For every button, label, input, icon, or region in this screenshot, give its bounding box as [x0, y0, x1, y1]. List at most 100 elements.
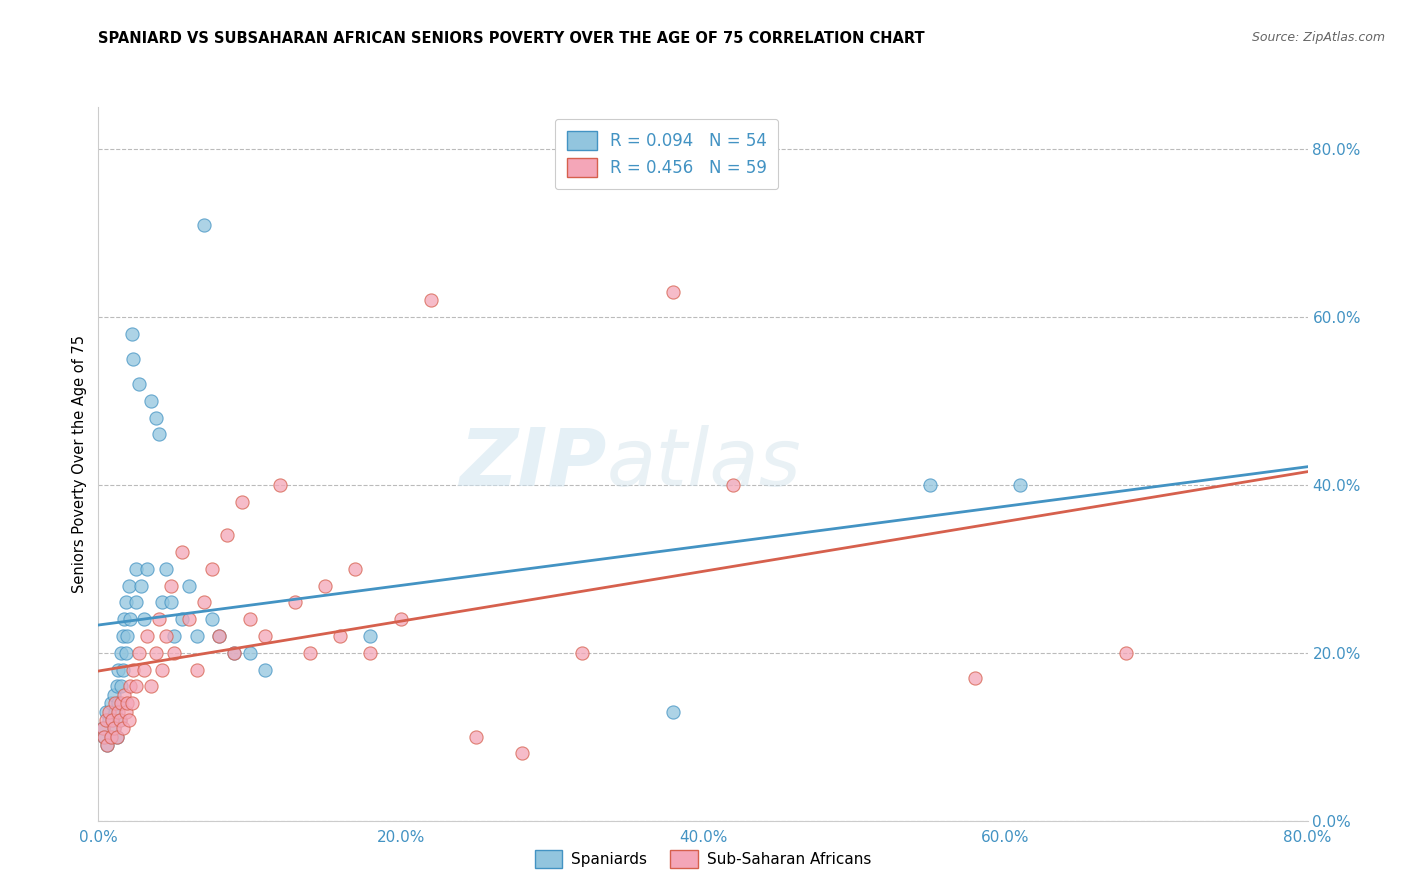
- Point: [111, 721, 134, 735]
- Point: [141, 679, 163, 693]
- Point: [103, 721, 125, 735]
- Point: [179, 578, 201, 592]
- Point: [186, 629, 208, 643]
- Point: [160, 578, 183, 592]
- Point: [344, 562, 367, 576]
- Point: [125, 679, 148, 693]
- Point: [201, 562, 224, 576]
- Point: [125, 595, 148, 609]
- Point: [465, 730, 488, 744]
- Point: [360, 646, 382, 660]
- Point: [122, 663, 145, 677]
- Point: [314, 578, 336, 592]
- Point: [141, 393, 163, 408]
- Point: [114, 595, 136, 609]
- Point: [112, 688, 135, 702]
- Point: [965, 671, 987, 685]
- Point: [118, 578, 141, 592]
- Point: [239, 612, 262, 626]
- Point: [571, 646, 593, 660]
- Point: [170, 612, 193, 626]
- Point: [239, 646, 262, 660]
- Point: [269, 478, 291, 492]
- Point: [105, 679, 128, 693]
- Point: [150, 663, 173, 677]
- Point: [107, 663, 129, 677]
- Point: [179, 612, 201, 626]
- Point: [193, 218, 215, 232]
- Point: [1115, 646, 1137, 660]
- Point: [98, 705, 121, 719]
- Point: [104, 705, 127, 719]
- Legend: R = 0.094   N = 54, R = 0.456   N = 59: R = 0.094 N = 54, R = 0.456 N = 59: [555, 119, 779, 189]
- Point: [114, 705, 136, 719]
- Point: [360, 629, 382, 643]
- Point: [94, 705, 117, 719]
- Point: [121, 696, 143, 710]
- Point: [115, 696, 138, 710]
- Point: [170, 545, 193, 559]
- Point: [150, 595, 173, 609]
- Point: [510, 747, 533, 761]
- Point: [129, 578, 152, 592]
- Point: [110, 646, 132, 660]
- Legend: Spaniards, Sub-Saharan Africans: Spaniards, Sub-Saharan Africans: [527, 843, 879, 875]
- Point: [101, 713, 124, 727]
- Point: [120, 679, 142, 693]
- Point: [103, 721, 125, 735]
- Point: [125, 562, 148, 576]
- Point: [208, 629, 231, 643]
- Point: [110, 679, 132, 693]
- Point: [723, 478, 745, 492]
- Point: [208, 629, 231, 643]
- Point: [186, 663, 208, 677]
- Point: [114, 646, 136, 660]
- Point: [662, 705, 685, 719]
- Point: [145, 646, 167, 660]
- Point: [101, 713, 124, 727]
- Point: [224, 646, 246, 660]
- Point: [1010, 478, 1032, 492]
- Point: [155, 562, 177, 576]
- Point: [329, 629, 352, 643]
- Point: [96, 738, 118, 752]
- Point: [104, 696, 127, 710]
- Point: [103, 688, 125, 702]
- Point: [132, 663, 155, 677]
- Point: [231, 494, 253, 508]
- Point: [96, 738, 118, 752]
- Point: [160, 595, 183, 609]
- Point: [105, 730, 128, 744]
- Point: [121, 326, 143, 341]
- Point: [115, 629, 138, 643]
- Point: [148, 612, 170, 626]
- Point: [120, 612, 142, 626]
- Point: [94, 713, 117, 727]
- Point: [135, 562, 157, 576]
- Point: [107, 705, 129, 719]
- Text: Source: ZipAtlas.com: Source: ZipAtlas.com: [1251, 31, 1385, 45]
- Point: [193, 595, 215, 609]
- Point: [98, 713, 121, 727]
- Point: [110, 696, 132, 710]
- Point: [118, 713, 141, 727]
- Point: [93, 730, 115, 744]
- Point: [105, 730, 128, 744]
- Text: SPANIARD VS SUBSAHARAN AFRICAN SENIORS POVERTY OVER THE AGE OF 75 CORRELATION CH: SPANIARD VS SUBSAHARAN AFRICAN SENIORS P…: [98, 31, 925, 46]
- Text: ZIP: ZIP: [458, 425, 606, 503]
- Point: [299, 646, 322, 660]
- Point: [163, 646, 186, 660]
- Point: [201, 612, 224, 626]
- Point: [112, 612, 135, 626]
- Point: [107, 696, 129, 710]
- Point: [253, 663, 276, 677]
- Point: [155, 629, 177, 643]
- Point: [145, 410, 167, 425]
- Point: [111, 663, 134, 677]
- Point: [100, 696, 122, 710]
- Y-axis label: Seniors Poverty Over the Age of 75: Seniors Poverty Over the Age of 75: [72, 334, 87, 593]
- Point: [91, 721, 114, 735]
- Point: [284, 595, 307, 609]
- Point: [108, 713, 131, 727]
- Point: [918, 478, 941, 492]
